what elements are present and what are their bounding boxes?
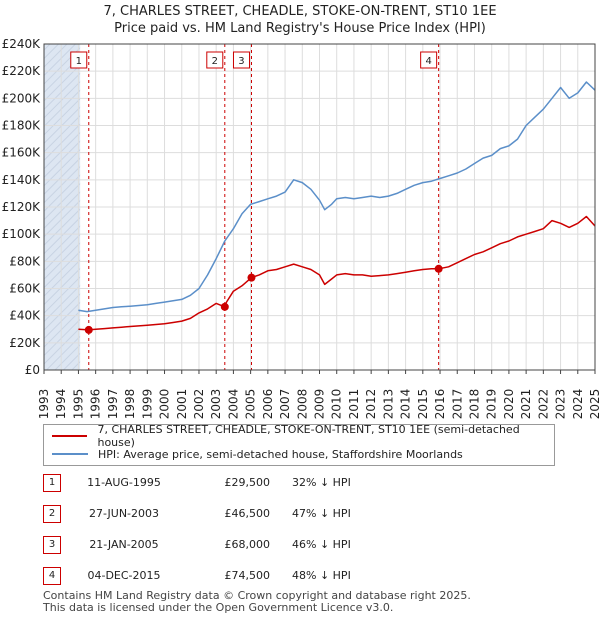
hpi-line [78, 81, 596, 313]
legend-property-label: 7, CHARLES STREET, CHEADLE, STOKE-ON-TRE… [97, 423, 520, 449]
sale-date: 11-AUG-1995 [87, 476, 161, 489]
sale-badge: 3 [43, 536, 61, 554]
x-tick-label: 2006 [261, 389, 275, 420]
sale-marker-badge [70, 51, 88, 69]
sale-price: £46,500 [224, 507, 271, 520]
y-tick-label: £100K [2, 227, 42, 241]
y-tick-label: £40K [9, 309, 41, 323]
y-tick-label: £160K [2, 146, 42, 160]
sale-marker-badge [206, 51, 224, 69]
x-tick-label: 2016 [433, 389, 447, 420]
y-tick-label: £200K [2, 91, 42, 105]
x-tick-label: 2001 [175, 389, 189, 420]
x-tick-label: 2005 [244, 389, 258, 420]
sale-price: £74,500 [224, 569, 271, 582]
x-tick-label: 2011 [347, 389, 361, 420]
x-tick-label: 2024 [571, 389, 585, 420]
y-tick-label: £60K [9, 282, 41, 296]
x-tick-label: 2007 [278, 389, 292, 420]
x-tick-label: 2025 [588, 389, 600, 420]
x-tick-label: 2009 [313, 389, 327, 420]
x-tick-label: 2010 [330, 389, 344, 420]
footer: Contains HM Land Registry data © Crown c… [43, 590, 471, 614]
sale-marker-badge [420, 51, 438, 69]
table-row: 3 21-JAN-2005 £68,000 46% ↓ HPI [0, 532, 600, 556]
y-tick-label: £120K [2, 200, 42, 214]
y-tick-label: £140K [2, 173, 42, 187]
x-tick-label: 2013 [381, 389, 395, 420]
x-tick-label: 1995 [71, 389, 85, 420]
sale-hpi-diff: 48% ↓ HPI [292, 569, 351, 582]
y-tick-label: £240K [2, 37, 42, 51]
y-tick-label: £180K [2, 119, 42, 133]
legend-property-swatch [52, 435, 88, 437]
sale-marker-label: 2 [212, 56, 218, 67]
footer-copyright: Contains HM Land Registry data © Crown c… [43, 589, 471, 602]
y-tick-label: £80K [9, 254, 41, 268]
sale-price: £29,500 [224, 476, 271, 489]
table-row: 4 04-DEC-2015 £74,500 48% ↓ HPI [0, 563, 600, 587]
price-chart: £0 £20K £40K £60K £80K £100K £120K £140K £160K £1… [2, 37, 600, 420]
x-tick-label: 2003 [209, 389, 223, 420]
x-tick-label: 2002 [192, 389, 206, 420]
x-tick-label: 2004 [226, 389, 240, 420]
sale-point [434, 264, 443, 273]
sale-marker-badge [232, 51, 250, 69]
x-tick-label: 2012 [364, 389, 378, 420]
table-row: 1 11-AUG-1995 £29,500 32% ↓ HPI [0, 470, 600, 494]
x-tick-label: 2023 [554, 389, 568, 420]
x-tick-label: 2000 [158, 389, 172, 420]
x-tick-label: 2021 [519, 389, 533, 420]
y-tick-label: £0 [25, 363, 40, 377]
x-tick-label: 1998 [123, 389, 137, 420]
x-tick-label: 2019 [485, 389, 499, 420]
chart-subtitle: Price paid vs. HM Land Registry's House … [114, 21, 486, 36]
x-tick-label: 1999 [140, 389, 154, 420]
sale-hpi-diff: 47% ↓ HPI [292, 507, 351, 520]
x-tick-label: 2020 [502, 389, 516, 420]
sale-date: 04-DEC-2015 [87, 569, 161, 582]
legend-item-hpi: HPI: Average price, semi-detached house,… [52, 445, 463, 463]
sale-hpi-diff: 32% ↓ HPI [292, 476, 351, 489]
x-tick-label: 2018 [467, 389, 481, 420]
sale-badge: 1 [43, 474, 61, 492]
legend: 7, CHARLES STREET, CHEADLE, STOKE-ON-TRE… [43, 423, 555, 466]
x-tick-label: 1994 [54, 389, 68, 420]
property-line [78, 215, 596, 331]
sale-date: 27-JUN-2003 [88, 507, 160, 520]
plot-border [43, 43, 596, 371]
legend-item-property: 7, CHARLES STREET, CHEADLE, STOKE-ON-TRE… [52, 423, 554, 449]
x-tick-label: 1993 [37, 389, 51, 420]
sale-point [247, 273, 256, 282]
x-tick-label: 2022 [536, 389, 550, 420]
x-tick-label: 2017 [450, 389, 464, 420]
sale-point [84, 325, 93, 334]
x-tick-label: 2014 [399, 389, 413, 420]
sale-marker-label: 1 [76, 56, 82, 67]
sale-date: 21-JAN-2005 [89, 538, 159, 551]
sale-hpi-diff: 46% ↓ HPI [292, 538, 351, 551]
x-tick-label: 2008 [295, 389, 309, 420]
legend-hpi-label: HPI: Average price, semi-detached house,… [98, 447, 463, 461]
sale-badge: 4 [43, 567, 61, 585]
sale-badge: 2 [43, 505, 61, 523]
x-tick-label: 1996 [89, 389, 103, 420]
legend-hpi-swatch [52, 453, 88, 455]
y-tick-label: £20K [9, 336, 41, 350]
sale-price: £68,000 [224, 538, 271, 551]
sale-point [220, 302, 229, 311]
x-tick-label: 2015 [416, 389, 430, 420]
sale-marker-label: 3 [238, 56, 244, 67]
footer-licence: This data is licensed under the Open Gov… [43, 601, 394, 614]
chart-title: 7, CHARLES STREET, CHEADLE, STOKE-ON-TRE… [103, 4, 497, 19]
table-row: 2 27-JUN-2003 £46,500 47% ↓ HPI [0, 501, 600, 525]
x-tick-label: 1997 [106, 389, 120, 420]
y-tick-label: £220K [2, 64, 42, 78]
sale-marker-label: 4 [425, 56, 431, 67]
